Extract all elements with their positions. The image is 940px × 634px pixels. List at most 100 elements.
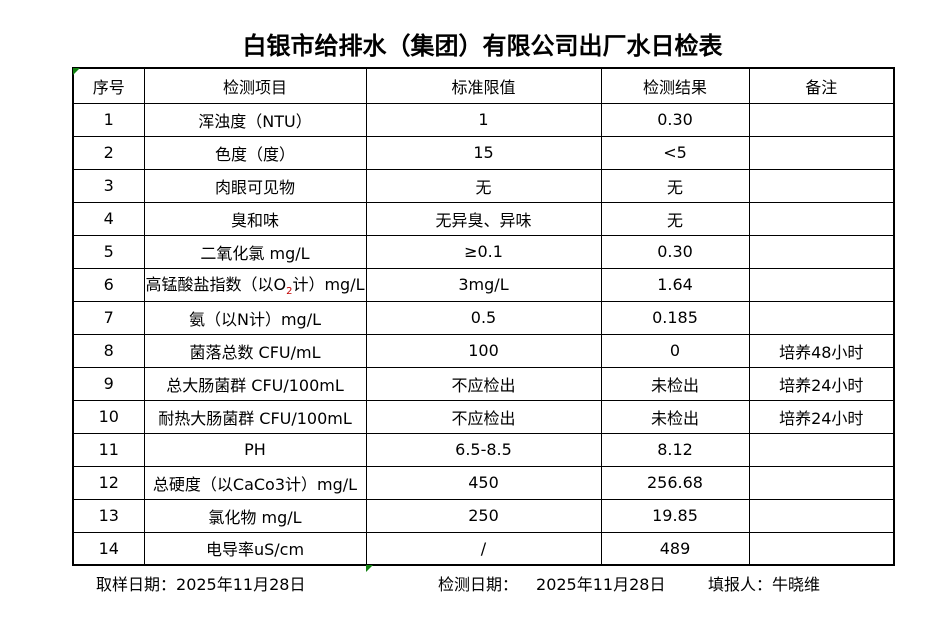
cell-note[interactable] [748,234,895,269]
sample-date-field[interactable]: 取样日期：2025年11月28日 [96,571,305,595]
test-date-value: 2025年11月28日 [536,575,666,594]
cell-note[interactable] [748,102,895,137]
cell-serial[interactable]: 1 [72,102,145,137]
water-test-table: 序号 检测项目 标准限值 检测结果 备注 1 浑浊度（NTU） 1 0.30 2 色度（度… [72,67,895,566]
cell-result[interactable]: 256.68 [600,465,750,500]
cell-item[interactable]: 臭和味 [143,201,367,236]
table-row: 7 氨（以N计）mg/L 0.5 0.185 [72,300,895,335]
cell-note[interactable] [748,201,895,236]
cell-limit[interactable]: ≥0.1 [365,234,602,269]
cell-limit[interactable]: 0.5 [365,300,602,335]
cell-item[interactable]: 总大肠菌群 CFU/100mL [143,366,367,401]
cell-note[interactable] [748,168,895,203]
header-row: 序号 检测项目 标准限值 检测结果 备注 [72,67,895,104]
cell-note[interactable] [748,432,895,467]
cell-limit[interactable]: 250 [365,498,602,533]
test-date-field[interactable]: 检测日期： 2025年11月28日 [438,571,665,595]
cell-result[interactable]: 489 [600,531,750,566]
cell-item[interactable]: 高锰酸盐指数（以O2计）mg/L [143,267,367,302]
cell-limit[interactable]: 1 [365,102,602,137]
cell-limit[interactable]: 450 [365,465,602,500]
cell-serial[interactable]: 10 [72,399,145,434]
page-title: 白银市给排水（集团）有限公司出厂水日检表 [242,32,723,60]
cell-result[interactable]: 无 [600,201,750,236]
cell-result[interactable]: 无 [600,168,750,203]
table-row: 5 二氧化氯 mg/L ≥0.1 0.30 [72,234,895,269]
cell-item[interactable]: PH [143,432,367,467]
cell-note[interactable]: 培养24小时 [748,366,895,401]
header-result[interactable]: 检测结果 [600,67,750,104]
test-date-label: 检测日期： [438,575,519,594]
cell-limit[interactable]: 不应检出 [365,366,602,401]
cell-limit[interactable]: 15 [365,135,602,170]
cell-note[interactable] [748,267,895,302]
cell-item[interactable]: 耐热大肠菌群 CFU/100mL [143,399,367,434]
table-row: 4 臭和味 无异臭、异味无 [72,201,895,236]
cell-result[interactable]: 19.85 [600,498,750,533]
cell-limit[interactable]: 6.5-8.5 [365,432,602,467]
sample-date-value: 2025年11月28日 [176,575,306,594]
cell-note[interactable] [748,465,895,500]
cell-serial[interactable]: 2 [72,135,145,170]
cell-limit[interactable]: 100 [365,333,602,368]
cell-serial[interactable]: 7 [72,300,145,335]
cell-limit[interactable]: 无异臭、异味 [365,201,602,236]
sample-date-label: 取样日期： [96,575,177,594]
cell-limit[interactable]: 无 [365,168,602,203]
table-row: 11 PH 6.5-8.5 8.12 [72,432,895,467]
cell-note[interactable]: 培养24小时 [748,399,895,434]
cell-note[interactable] [748,135,895,170]
cell-limit[interactable]: / [365,531,602,566]
cell-limit[interactable]: 不应检出 [365,399,602,434]
cell-result[interactable]: 未检出 [600,366,750,401]
header-remarks[interactable]: 备注 [748,67,895,104]
table-row: 2 色度（度） 15 <5 [72,135,895,170]
reporter-field[interactable]: 填报人：牛晓维 [708,571,820,595]
cell-serial[interactable]: 3 [72,168,145,203]
cell-item[interactable]: 肉眼可见物 [143,168,367,203]
item-text: 高锰酸盐指数（以O [145,275,287,295]
cell-result[interactable]: 0.185 [600,300,750,335]
cell-item[interactable]: 总硬度（以CaCo3计）mg/L [143,465,367,500]
excel-error-indicator-icon [366,565,373,572]
cell-serial[interactable]: 5 [72,234,145,269]
cell-note[interactable] [748,531,895,566]
table-row: 3 肉眼可见物无无 [72,168,895,203]
cell-result[interactable]: 0.30 [600,102,750,137]
cell-serial[interactable]: 6 [72,267,145,302]
cell-serial[interactable]: 11 [72,432,145,467]
cell-serial[interactable]: 12 [72,465,145,500]
reporter-label: 填报人： [708,575,773,594]
cell-note[interactable] [748,300,895,335]
header-limit[interactable]: 标准限值 [365,67,602,104]
table-row: 10 耐热大肠菌群 CFU/100mL 不应检出 未检出 培养24小时 [72,399,895,434]
cell-result[interactable]: 8.12 [600,432,750,467]
cell-result[interactable]: 0 [600,333,750,368]
cell-item[interactable]: 氨（以N计）mg/L [143,300,367,335]
table-body: 1 浑浊度（NTU） 1 0.30 2 色度（度） 15 <5 3 肉眼可见物无无 4 臭和味 无异臭、… [72,102,895,566]
cell-item[interactable]: 浑浊度（NTU） [143,102,367,137]
table-row: 1 浑浊度（NTU） 1 0.30 [72,102,895,137]
cell-serial[interactable]: 4 [72,201,145,236]
cell-serial[interactable]: 13 [72,498,145,533]
cell-note[interactable] [748,498,895,533]
cell-item[interactable]: 二氧化氯 mg/L [143,234,367,269]
cell-item[interactable]: 电导率uS/cm [143,531,367,566]
cell-serial[interactable]: 8 [72,333,145,368]
cell-item[interactable]: 菌落总数 CFU/mL [143,333,367,368]
reporter-name: 牛晓维 [772,575,821,594]
cell-serial[interactable]: 9 [72,366,145,401]
cell-limit[interactable]: 3mg/L [365,267,602,302]
cell-result[interactable]: 未检出 [600,399,750,434]
cell-item[interactable]: 色度（度） [143,135,367,170]
table-row: 8 菌落总数 CFU/mL 100 0 培养48小时 [72,333,895,368]
cell-result[interactable]: 0.30 [600,234,750,269]
cell-result[interactable]: <5 [600,135,750,170]
header-serial[interactable]: 序号 [72,67,145,104]
item-subscript: 2 [286,286,293,298]
cell-note[interactable]: 培养48小时 [748,333,895,368]
cell-result[interactable]: 1.64 [600,267,750,302]
cell-item[interactable]: 氯化物 mg/L [143,498,367,533]
header-item[interactable]: 检测项目 [143,67,367,104]
cell-serial[interactable]: 14 [72,531,145,566]
